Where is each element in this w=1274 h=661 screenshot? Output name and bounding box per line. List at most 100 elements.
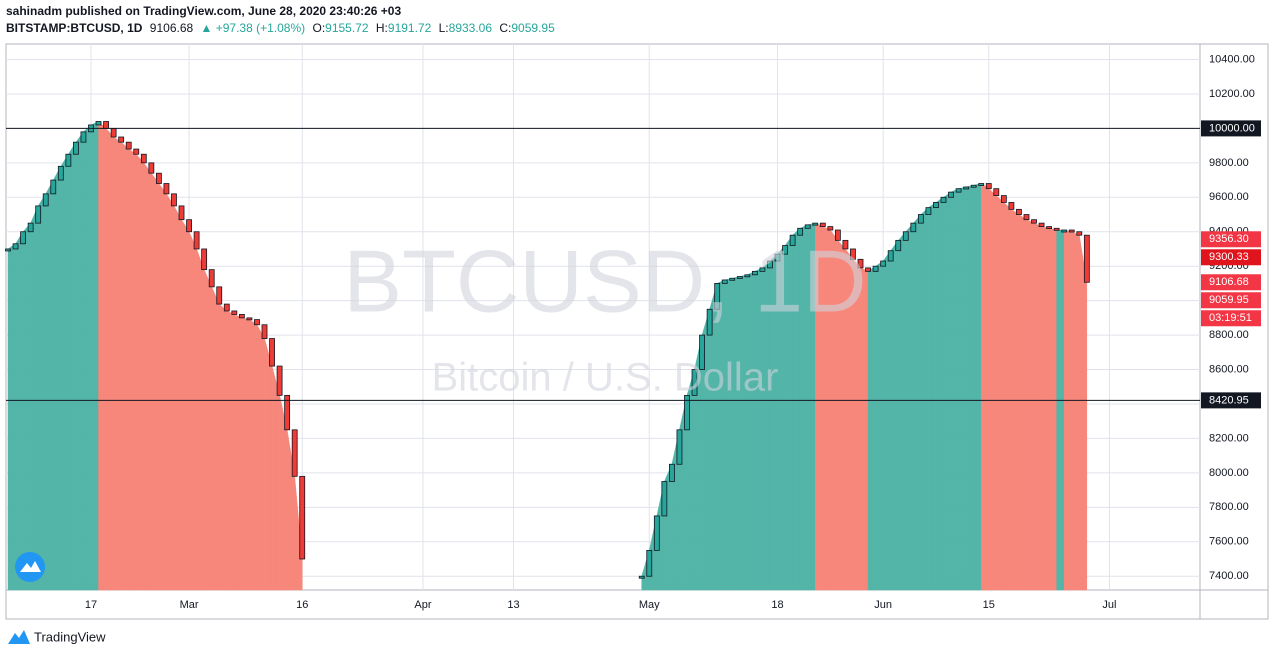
candle bbox=[1061, 229, 1068, 233]
area-segment bbox=[913, 213, 922, 591]
area-segment bbox=[996, 195, 1005, 591]
y-tick-label: 7800.00 bbox=[1209, 501, 1249, 513]
area-segment bbox=[83, 124, 92, 591]
level-label-box bbox=[1201, 392, 1261, 409]
area-segment bbox=[15, 230, 24, 591]
candle bbox=[895, 239, 902, 252]
area-segment bbox=[943, 191, 952, 591]
area-segment bbox=[867, 265, 876, 591]
area-segment bbox=[973, 183, 982, 591]
x-tick-label: May bbox=[639, 599, 660, 611]
area-segment bbox=[143, 162, 152, 591]
symbol: BITSTAMP:BTCUSD, 1D bbox=[6, 21, 143, 35]
h-label: H: bbox=[376, 21, 388, 35]
candle bbox=[902, 231, 909, 241]
y-tick-label: 9800.00 bbox=[1209, 157, 1249, 169]
candle bbox=[751, 270, 758, 276]
area-segment bbox=[234, 314, 243, 591]
y-tick-label: 8600.00 bbox=[1209, 363, 1249, 375]
area-segment bbox=[136, 153, 145, 591]
area-segment bbox=[7, 243, 16, 591]
area-segment bbox=[241, 317, 250, 591]
candle bbox=[12, 243, 19, 250]
candle bbox=[714, 283, 721, 310]
area-segment bbox=[875, 260, 884, 591]
x-tick-label: Mar bbox=[180, 599, 199, 611]
candle bbox=[955, 188, 962, 193]
candle bbox=[782, 245, 788, 255]
candle bbox=[72, 141, 79, 155]
candle bbox=[985, 183, 992, 190]
candle bbox=[35, 205, 42, 224]
area-segment bbox=[1063, 229, 1072, 591]
candle bbox=[850, 248, 856, 260]
area-segment bbox=[1011, 208, 1020, 591]
candle bbox=[1031, 219, 1037, 224]
area-segment bbox=[1033, 222, 1042, 591]
candle bbox=[261, 324, 268, 339]
area-segment bbox=[113, 136, 122, 591]
candle bbox=[231, 310, 238, 315]
area-segment bbox=[950, 188, 959, 591]
watermark-symbol: BTCUSD, 1D bbox=[343, 231, 866, 330]
candle bbox=[646, 549, 653, 577]
area-segment bbox=[905, 222, 914, 591]
area-segment bbox=[30, 205, 39, 591]
price-label: 9106.68 bbox=[1209, 276, 1249, 288]
o-value: 9155.72 bbox=[325, 21, 369, 35]
candle bbox=[872, 265, 879, 272]
c-value: 9059.95 bbox=[511, 21, 555, 35]
candle bbox=[291, 429, 298, 477]
area-segment bbox=[37, 192, 46, 591]
area-segment bbox=[128, 148, 137, 591]
candle bbox=[65, 153, 72, 167]
area-segment bbox=[98, 120, 107, 591]
candle bbox=[20, 231, 26, 245]
candle bbox=[910, 222, 917, 233]
y-tick-label: 8200.00 bbox=[1209, 432, 1249, 444]
area-segment bbox=[1041, 226, 1050, 591]
candle bbox=[133, 148, 140, 155]
publisher: sahinadm published on TradingView.com, J… bbox=[6, 4, 401, 18]
candle bbox=[933, 202, 939, 209]
area-segment bbox=[1056, 229, 1065, 591]
candle bbox=[140, 153, 147, 164]
watermark-description: Bitcoin / U.S. Dollar bbox=[432, 356, 779, 400]
area-segment bbox=[181, 218, 190, 591]
y-tick-label: 10200.00 bbox=[1209, 88, 1255, 100]
candle bbox=[110, 127, 117, 138]
candle bbox=[201, 248, 208, 271]
area-segment bbox=[226, 310, 235, 591]
area-segment bbox=[249, 319, 258, 591]
area-segment bbox=[980, 183, 990, 591]
candle bbox=[1053, 227, 1060, 231]
candle bbox=[50, 179, 57, 195]
change: ▲ +97.38 (+1.08%) bbox=[201, 21, 306, 35]
logo-icon bbox=[20, 561, 41, 572]
candle bbox=[948, 191, 954, 198]
area-segment bbox=[928, 201, 937, 591]
area-segment bbox=[166, 192, 175, 591]
area-segment bbox=[1026, 219, 1035, 591]
candle bbox=[299, 475, 306, 560]
price-label: 9059.95 bbox=[1209, 294, 1249, 306]
candle bbox=[125, 141, 132, 150]
candle bbox=[684, 394, 690, 431]
price-label: 9356.30 bbox=[1209, 233, 1249, 245]
candle bbox=[880, 260, 887, 267]
candle bbox=[223, 303, 230, 312]
candle bbox=[1023, 214, 1030, 221]
area-segment bbox=[958, 186, 967, 591]
candle bbox=[103, 121, 109, 129]
candle bbox=[729, 277, 736, 281]
candle bbox=[1076, 231, 1083, 236]
footer-brand: TradingView bbox=[34, 629, 106, 644]
area-segment bbox=[218, 303, 228, 591]
candle bbox=[759, 267, 766, 272]
candle bbox=[186, 219, 192, 233]
area-segment bbox=[256, 324, 265, 591]
candle bbox=[246, 317, 253, 321]
price-label-box bbox=[1201, 274, 1261, 291]
level-label: 10000.00 bbox=[1209, 122, 1255, 134]
